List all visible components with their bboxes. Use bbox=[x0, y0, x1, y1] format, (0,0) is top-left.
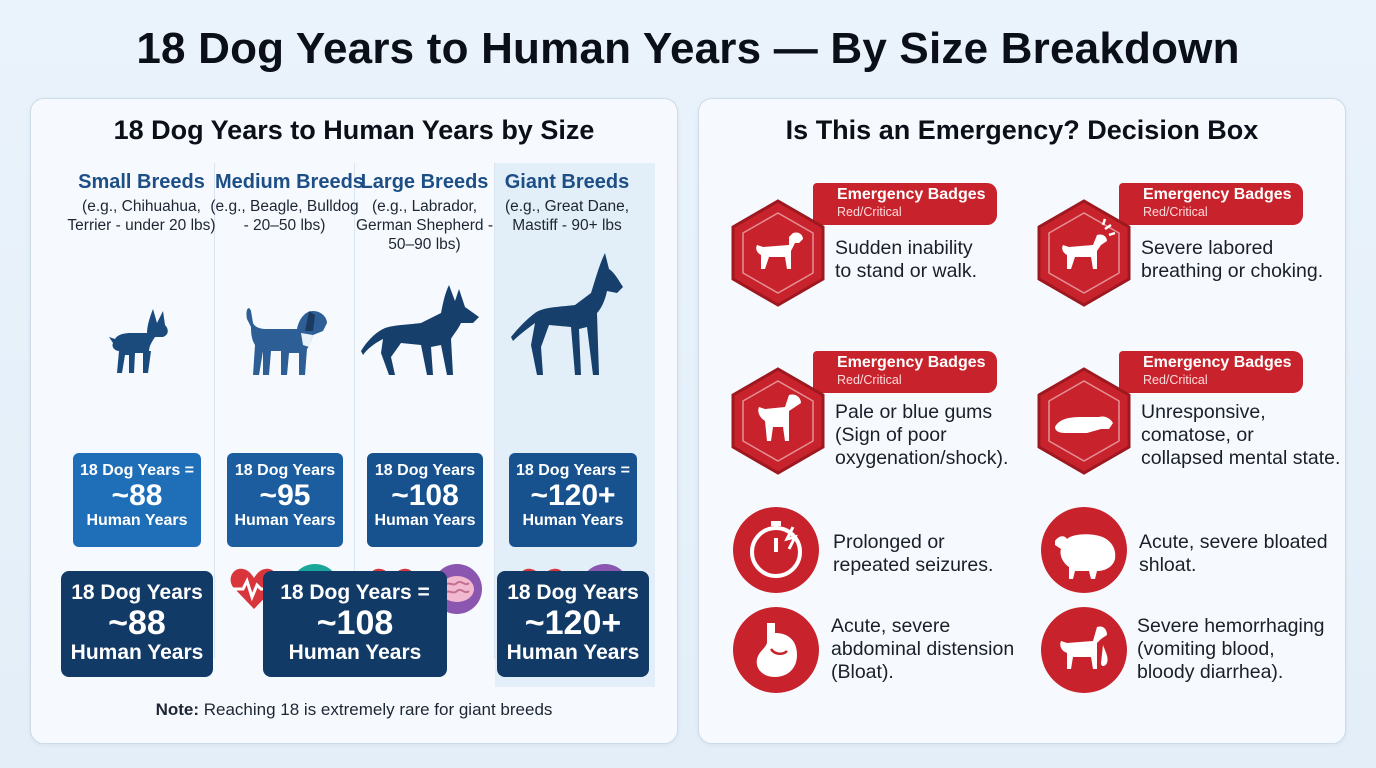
large-age-box: 18 Dog Years ~108 Human Years bbox=[367, 453, 483, 547]
badge-text-3: Pale or blue gums (Sign of poor oxygenat… bbox=[835, 401, 1009, 469]
emergency-badge-4: Emergency Badges Red/Critical Unresponsi… bbox=[1035, 351, 1341, 481]
page-title: 18 Dog Years to Human Years — By Size Br… bbox=[136, 24, 1240, 73]
circle-text-2: Acute, severe bloated shloat. bbox=[1139, 531, 1328, 576]
medium-age-box: 18 Dog Years ~95 Human Years bbox=[227, 453, 343, 547]
giant-breeds-desc: (e.g., Great Dane, Mastiff - 90+ lbs bbox=[504, 198, 630, 234]
summary-small-value: ~88 bbox=[108, 604, 166, 642]
summary-giant-unit: Human Years bbox=[506, 641, 640, 664]
badge-ribbon-title: Emergency Badges bbox=[1143, 354, 1292, 371]
summary-box-giant: 18 Dog Years ~120+ Human Years bbox=[497, 571, 649, 677]
emergency-badge-2: Emergency Badges Red/Critical Severe lab… bbox=[1035, 183, 1335, 313]
badge-ribbon-sub: Red/Critical bbox=[1143, 373, 1208, 387]
small-breeds-desc: (e.g., Chihuahua, Terrier - under 20 lbs… bbox=[67, 198, 216, 234]
dog-collapsed-icon bbox=[1037, 367, 1131, 475]
large-breeds-desc: (e.g., Labrador, German Shepherd - 50–90… bbox=[356, 198, 493, 253]
summary-giant-label: 18 Dog Years bbox=[507, 581, 639, 604]
summary-large-label: 18 Dog Years = bbox=[280, 581, 430, 604]
small-age-box: 18 Dog Years = ~88 Human Years bbox=[73, 453, 201, 547]
large-age-label: 18 Dog Years bbox=[374, 462, 476, 479]
circle-text-3: Acute, severe abdominal distension (Bloa… bbox=[831, 615, 1015, 683]
bloated-dog-icon bbox=[1041, 507, 1127, 593]
summary-box-small: 18 Dog Years ~88 Human Years bbox=[61, 571, 213, 677]
dog-walking-icon bbox=[731, 199, 825, 307]
vomiting-dog-icon bbox=[1041, 607, 1127, 693]
small-age-label: 18 Dog Years = bbox=[80, 462, 194, 479]
beagle-icon bbox=[246, 308, 327, 375]
badge-ribbon-sub: Red/Critical bbox=[837, 373, 902, 387]
summary-large-unit: Human Years bbox=[288, 641, 422, 664]
small-breeds-header: Small Breeds bbox=[78, 171, 205, 193]
badge-ribbon-title: Emergency Badges bbox=[837, 186, 986, 203]
badge-ribbon-sub: Red/Critical bbox=[837, 205, 902, 219]
large-age-unit: Human Years bbox=[374, 512, 476, 529]
badge-ribbon-title: Emergency Badges bbox=[1143, 186, 1292, 203]
badge-ribbon: Emergency Badges Red/Critical bbox=[813, 183, 997, 225]
small-breeds-column: Small Breeds (e.g., Chihuahua, Terrier -… bbox=[67, 163, 216, 659]
badge-ribbon-sub: Red/Critical bbox=[1143, 205, 1208, 219]
emergency-badge-3: Emergency Badges Red/Critical Pale or bl… bbox=[729, 351, 1029, 481]
giant-age-value: ~120+ bbox=[530, 479, 616, 512]
medium-age-unit: Human Years bbox=[234, 512, 336, 529]
medium-age-label: 18 Dog Years bbox=[234, 462, 336, 479]
medium-age-value: ~95 bbox=[259, 479, 311, 512]
large-age-value: ~108 bbox=[391, 479, 459, 512]
giant-age-unit: Human Years bbox=[522, 512, 624, 529]
giant-breeds-header: Giant Breeds bbox=[504, 171, 630, 193]
giant-age-label: 18 Dog Years = bbox=[516, 462, 630, 479]
badge-ribbon: Emergency Badges Red/Critical bbox=[813, 351, 997, 393]
medium-breeds-header: Medium Breeds bbox=[215, 171, 364, 193]
emergency-panel: Is This an Emergency? Decision Box Emerg… bbox=[698, 98, 1346, 744]
medium-breeds-desc: (e.g., Beagle, Bulldog - 20–50 lbs) bbox=[210, 198, 359, 234]
emergency-panel-title: Is This an Emergency? Decision Box bbox=[785, 115, 1259, 145]
giant-breed-note: Note: Reaching 18 is extremely rare for … bbox=[31, 700, 677, 720]
circle-text-4: Severe hemorrhaging (vomiting blood, blo… bbox=[1137, 615, 1325, 683]
dog-years-panel-title: 18 Dog Years to Human Years by Size bbox=[113, 115, 595, 145]
badge-text-4: Unresponsive, comatose, or collapsed men… bbox=[1141, 401, 1341, 469]
large-breeds-header: Large Breeds bbox=[360, 171, 489, 193]
german-shepherd-icon bbox=[361, 285, 479, 375]
summary-large-value: ~108 bbox=[316, 604, 394, 642]
summary-giant-value: ~120+ bbox=[524, 604, 622, 642]
great-dane-icon bbox=[511, 253, 623, 375]
circle-text-1: Prolonged or repeated seizures. bbox=[833, 531, 994, 576]
note-label: Note: bbox=[155, 700, 200, 719]
chihuahua-icon bbox=[109, 309, 168, 373]
badge-text-2: Severe labored breathing or choking. bbox=[1141, 237, 1324, 282]
badge-text-1: Sudden inability to stand or walk. bbox=[835, 237, 977, 282]
emergency-badge-1: Emergency Badges Red/Critical Sudden ina… bbox=[729, 183, 1019, 313]
giant-age-box: 18 Dog Years = ~120+ Human Years bbox=[509, 453, 637, 547]
badge-ribbon: Emergency Badges Red/Critical bbox=[1119, 351, 1303, 393]
small-age-value: ~88 bbox=[111, 479, 163, 512]
small-age-unit: Human Years bbox=[86, 512, 188, 529]
summary-small-unit: Human Years bbox=[70, 641, 204, 664]
dog-choking-icon bbox=[1037, 199, 1131, 307]
dog-sitting-icon bbox=[731, 367, 825, 475]
note-text: Reaching 18 is extremely rare for giant … bbox=[199, 700, 553, 719]
stomach-icon bbox=[733, 607, 819, 693]
badge-ribbon: Emergency Badges Red/Critical bbox=[1119, 183, 1303, 225]
seizure-timer-icon bbox=[733, 507, 819, 593]
summary-box-large: 18 Dog Years = ~108 Human Years bbox=[263, 571, 447, 677]
dog-years-panel: 18 Dog Years to Human Years by Size Smal… bbox=[30, 98, 678, 744]
badge-ribbon-title: Emergency Badges bbox=[837, 354, 986, 371]
summary-small-label: 18 Dog Years bbox=[71, 581, 203, 604]
